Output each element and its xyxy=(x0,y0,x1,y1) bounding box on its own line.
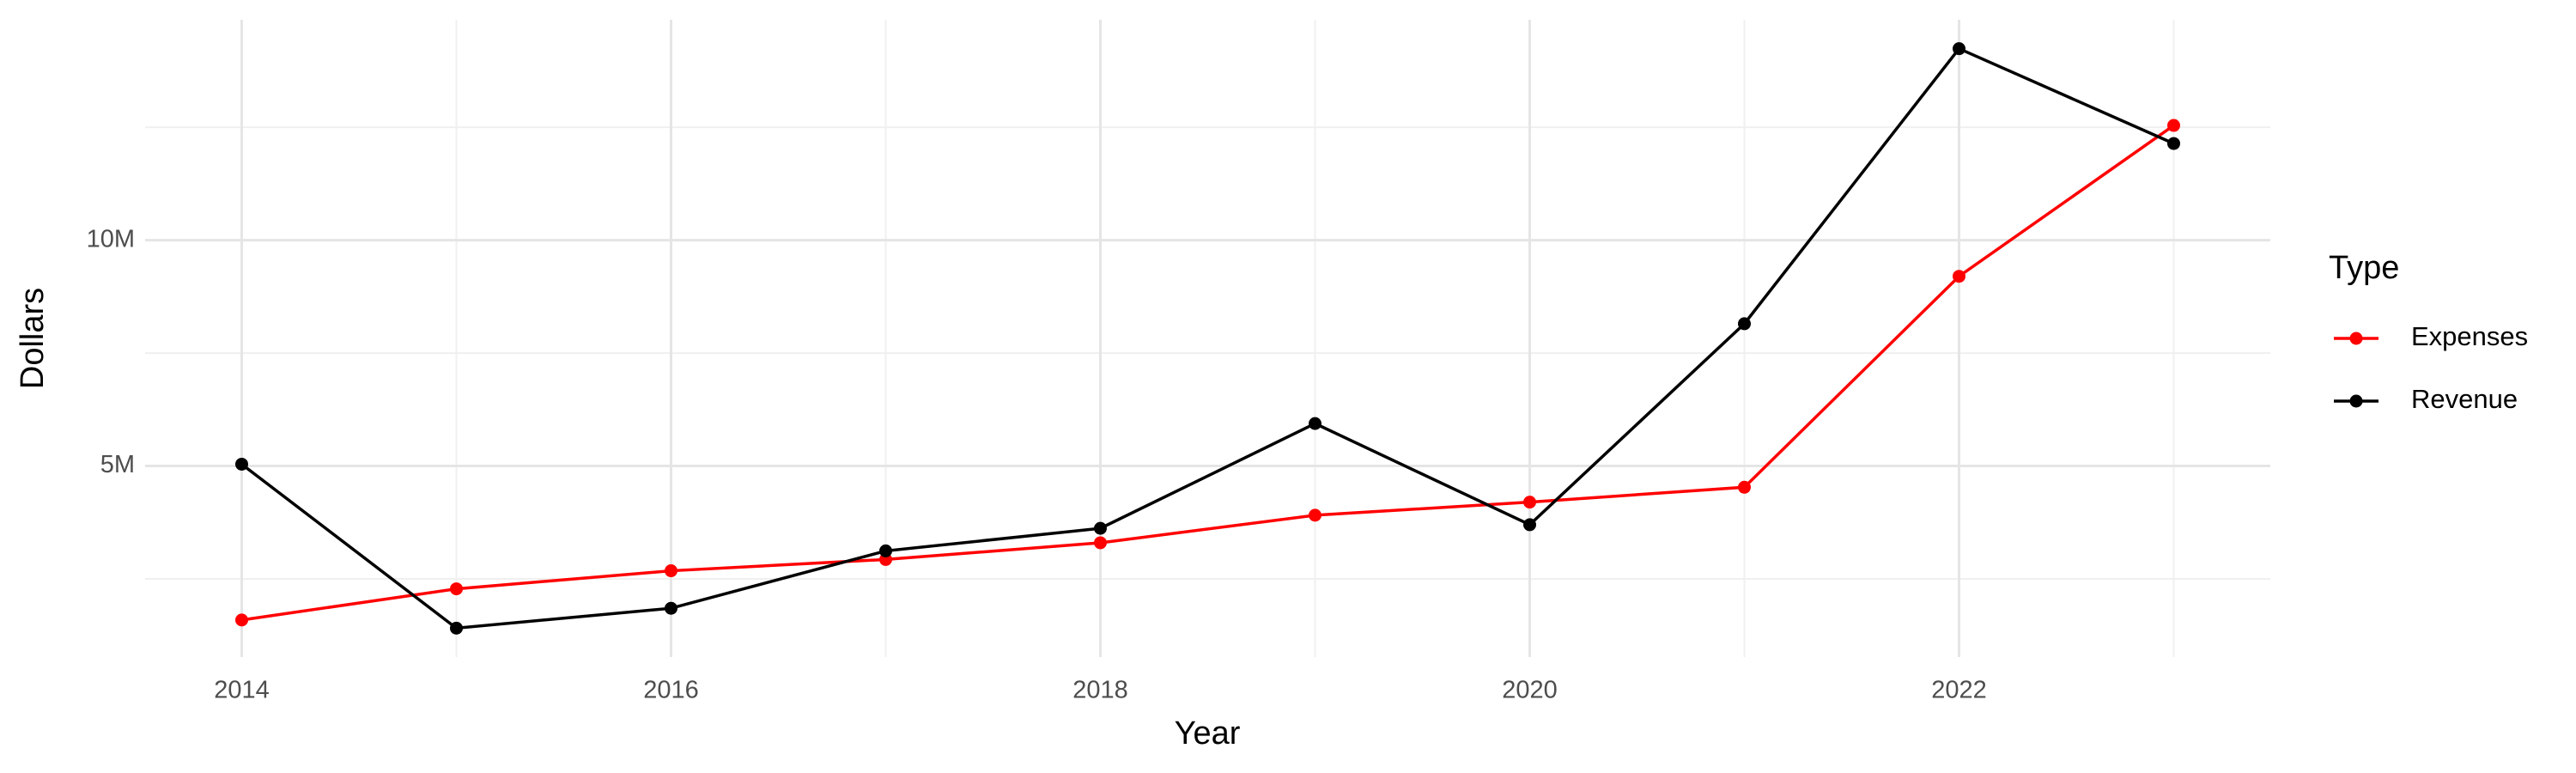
data-point xyxy=(1523,518,1536,532)
series-line xyxy=(240,46,2175,630)
data-point xyxy=(1094,536,1107,550)
data-point xyxy=(1523,496,1536,509)
data-point xyxy=(1094,521,1107,535)
data-point xyxy=(665,564,677,578)
data-point xyxy=(879,544,892,557)
x-tick-label: 2014 xyxy=(214,677,270,704)
legend-point xyxy=(2349,332,2363,345)
y-axis-title: Dollars xyxy=(15,288,51,389)
data-point xyxy=(235,457,248,471)
data-point xyxy=(2167,137,2180,150)
x-tick-label: 2020 xyxy=(1502,677,1558,704)
x-axis-title: Year xyxy=(1175,715,1241,752)
x-tick-label: 2022 xyxy=(1931,677,1987,704)
data-point xyxy=(235,613,248,627)
y-tick-label: 10M xyxy=(87,225,135,253)
legend-label: Revenue xyxy=(2411,384,2518,414)
data-point xyxy=(450,582,463,596)
legend-point xyxy=(2349,394,2363,408)
data-point xyxy=(1953,270,1965,283)
data-point xyxy=(450,621,463,635)
data-point xyxy=(1738,480,1751,494)
data-point xyxy=(1309,417,1321,430)
data-point xyxy=(2167,119,2180,132)
data-point xyxy=(665,601,677,615)
x-tick-label: 2018 xyxy=(1072,677,1128,704)
series-line xyxy=(241,124,2175,622)
y-tick-label: 5M xyxy=(100,451,135,478)
legend-label: Expenses xyxy=(2411,321,2528,351)
data-point xyxy=(1309,508,1321,522)
x-tick-label: 2016 xyxy=(643,677,699,704)
data-point xyxy=(1738,317,1751,331)
data-point xyxy=(1953,42,1965,56)
legend-title: Type xyxy=(2329,250,2399,286)
